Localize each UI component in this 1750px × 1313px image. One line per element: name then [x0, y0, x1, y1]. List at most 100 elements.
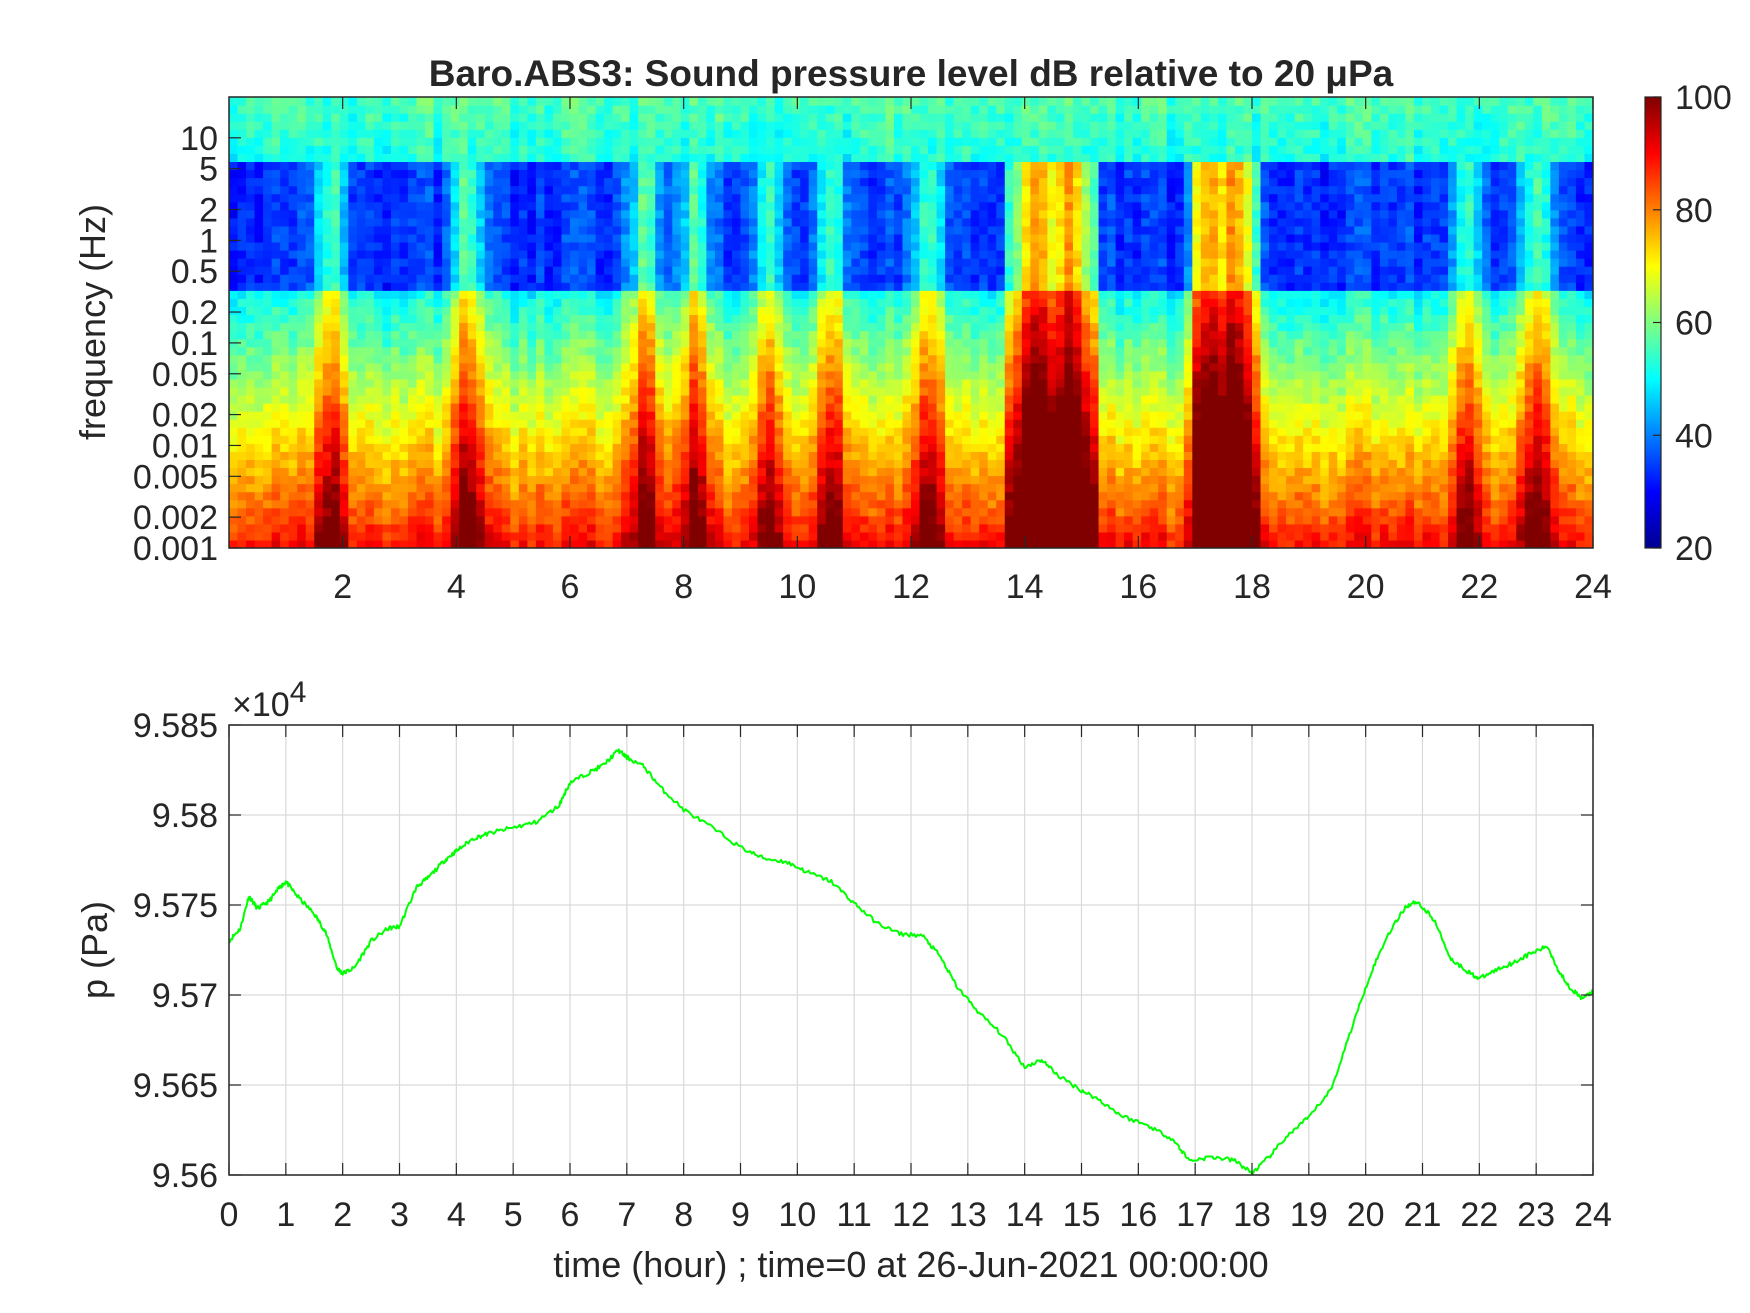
heatmap-cell: [851, 507, 861, 517]
heatmap-cell: [936, 507, 946, 517]
heatmap-cell: [271, 330, 281, 340]
heatmap-cell: [450, 403, 460, 412]
heatmap-cell: [979, 451, 989, 461]
heatmap-cell: [629, 443, 639, 452]
heatmap-cell: [459, 97, 469, 106]
heatmap-cell: [416, 411, 426, 420]
heatmap-cell: [373, 266, 384, 275]
heatmap-cell: [314, 298, 324, 307]
heatmap-cell: [595, 201, 605, 211]
heatmap-cell: [783, 475, 793, 485]
heatmap-cell: [672, 282, 682, 291]
heatmap-cell: [297, 483, 307, 493]
heatmap-cell: [672, 121, 682, 130]
heatmap-cell: [766, 258, 776, 267]
heatmap-cell: [902, 394, 912, 404]
heatmap-cell: [970, 145, 980, 154]
heatmap-cell: [604, 129, 614, 138]
heatmap-cell: [476, 403, 486, 412]
heatmap-cell: [518, 459, 528, 469]
heatmap-cell: [493, 145, 503, 154]
heatmap-cell: [280, 274, 290, 283]
heatmap-cell: [663, 539, 673, 548]
heatmap-cell: [893, 435, 904, 444]
heatmap-cell: [766, 515, 776, 525]
heatmap-cell: [425, 531, 435, 541]
heatmap-cell: [467, 201, 477, 211]
heatmap-cell: [561, 346, 571, 356]
heatmap-cell: [638, 354, 648, 364]
heatmap-cell: [604, 531, 614, 541]
heatmap-cell: [851, 306, 861, 316]
heatmap-cell: [689, 193, 699, 203]
heatmap-cell: [791, 201, 801, 211]
heatmap-cell: [305, 113, 315, 122]
heatmap-cell: [834, 531, 844, 541]
heatmap-cell: [902, 403, 912, 412]
heatmap-cell: [297, 378, 307, 388]
heatmap-cell: [604, 499, 614, 509]
heatmap-cell: [604, 370, 614, 380]
heatmap-cell: [945, 233, 955, 243]
heatmap-cell: [408, 177, 418, 187]
heatmap-cell: [527, 105, 537, 114]
heatmap-cell: [433, 523, 443, 533]
heatmap-cell: [297, 241, 307, 251]
heatmap-cell: [928, 451, 938, 461]
heatmap-cell: [229, 451, 239, 461]
heatmap-cell: [621, 330, 631, 340]
heatmap-cell: [766, 491, 776, 501]
heatmap-cell: [663, 290, 673, 299]
heatmap-cell: [578, 298, 588, 307]
heatmap-cell: [911, 346, 921, 356]
heatmap-cell: [859, 137, 869, 146]
heatmap-cell: [714, 266, 725, 275]
heatmap-cell: [919, 483, 929, 493]
heatmap-cell: [578, 266, 588, 275]
heatmap-cell: [902, 427, 912, 436]
heatmap-cell: [450, 394, 460, 404]
heatmap-cell: [390, 306, 401, 316]
heatmap-cell: [629, 266, 639, 275]
heatmap-cell: [425, 338, 435, 348]
heatmap-cell: [885, 499, 895, 509]
heatmap-cell: [339, 467, 349, 477]
heatmap-cell: [552, 531, 563, 541]
heatmap-cell: [834, 177, 844, 187]
heatmap-cell: [297, 225, 307, 235]
heatmap-cell: [535, 282, 546, 291]
heatmap-cell: [339, 483, 349, 493]
heatmap-cell: [587, 403, 597, 412]
heatmap-cell: [774, 346, 784, 356]
heatmap-cell: [280, 129, 290, 138]
heatmap-cell: [263, 362, 273, 372]
heatmap-cell: [595, 491, 605, 501]
heatmap-cell: [450, 515, 460, 525]
heatmap-cell: [868, 467, 878, 477]
heatmap-cell: [714, 193, 725, 203]
heatmap-cell: [945, 169, 955, 179]
heatmap-cell: [459, 233, 469, 243]
heatmap-cell: [953, 346, 963, 356]
heatmap-cell: [399, 105, 409, 114]
heatmap-cell: [868, 443, 878, 452]
heatmap-cell: [749, 266, 759, 275]
heatmap-cell: [928, 121, 938, 130]
heatmap-cell: [561, 233, 571, 243]
heatmap-cell: [476, 467, 486, 477]
heatmap-cell: [552, 225, 563, 235]
heatmap-cell: [621, 523, 631, 533]
heatmap-cell: [612, 370, 622, 380]
heatmap-cell: [433, 193, 443, 203]
heatmap-cell: [834, 241, 844, 251]
heatmap-cell: [893, 121, 904, 130]
heatmap-cell: [911, 274, 921, 283]
heatmap-cell: [484, 362, 494, 372]
heatmap-cell: [672, 459, 682, 469]
heatmap-cell: [501, 443, 511, 452]
heatmap-cell: [842, 507, 852, 517]
heatmap-cell: [749, 241, 759, 251]
heatmap-cell: [663, 491, 673, 501]
heatmap-cell: [535, 491, 546, 501]
heatmap-cell: [663, 403, 673, 412]
